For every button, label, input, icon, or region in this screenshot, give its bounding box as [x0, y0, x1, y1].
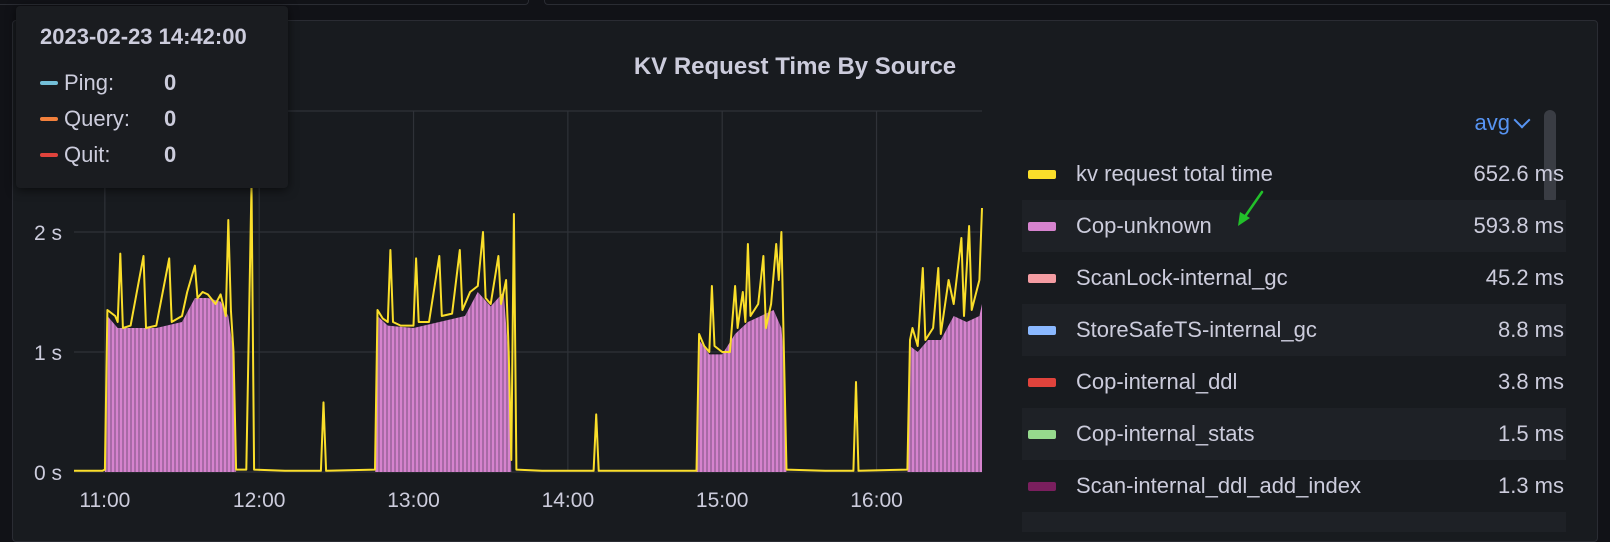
series-color-swatch[interactable]: [1028, 325, 1056, 335]
legend-item[interactable]: ScanLock-internal_gc 45.2 ms: [1022, 252, 1566, 304]
x-tick-label: 14:00: [542, 489, 595, 512]
legend-item-name[interactable]: Cop-internal_ddl: [1076, 369, 1238, 394]
tooltip-series-value: 0: [164, 70, 177, 95]
tooltip-series-dash: [40, 153, 58, 157]
legend-item-name[interactable]: Scan-internal_ddl_add_index: [1076, 473, 1361, 498]
panel-title[interactable]: KV Request Time By Source: [633, 53, 957, 80]
tooltip-series-dash: [40, 117, 58, 121]
series-color-swatch[interactable]: [1028, 481, 1056, 491]
legend-item-name[interactable]: ScanLock-internal_gc: [1076, 265, 1288, 290]
legend-item-value: 593.8 ms: [1473, 213, 1565, 238]
series-color-swatch[interactable]: [1028, 221, 1056, 231]
y-tick-label: 0 s: [34, 462, 62, 485]
chevron-down-icon[interactable]: [1513, 111, 1531, 129]
series-color-swatch[interactable]: [1028, 429, 1056, 439]
series-area-cop-unknown[interactable]: [74, 292, 982, 472]
legend-item-value: 1.3 ms: [1497, 473, 1564, 498]
annotation-arrow-icon: [1238, 190, 1264, 226]
top-panel-edge-left: [0, 0, 529, 5]
legend-item[interactable]: kv request total time 652.6 ms: [1022, 148, 1566, 200]
y-tick-label: 2 s: [34, 222, 62, 245]
tooltip-series-dash: [40, 81, 58, 85]
top-panel-edge-right: [544, 0, 1610, 5]
x-tick-label: 16:00: [850, 489, 903, 512]
legend-calc-label[interactable]: avg: [1474, 110, 1510, 135]
legend-item-value: 3.8 ms: [1497, 369, 1564, 394]
legend-item-value: 1.5 ms: [1497, 421, 1564, 446]
x-tick-label: 13:00: [387, 489, 440, 512]
tooltip-series-value: 0: [164, 106, 177, 131]
legend-item[interactable]: Cop-internal_stats 1.5 ms: [1022, 408, 1566, 460]
legend-item-name[interactable]: kv request total time: [1076, 161, 1273, 186]
tooltip-series-label: Quit:: [64, 142, 111, 167]
legend-calc-dropdown[interactable]: avg: [1474, 110, 1531, 136]
legend-item[interactable]: Cop-internal_ddl 3.8 ms: [1022, 356, 1566, 408]
legend-item-name[interactable]: Cop-unknown: [1076, 213, 1212, 238]
tooltip-row: Quit: 0: [40, 140, 176, 170]
series-line-kv-request-total-time[interactable]: [74, 183, 983, 472]
legend-item-value: 652.6 ms: [1473, 161, 1565, 186]
legend-item-overflow: [1022, 512, 1566, 532]
series-color-swatch[interactable]: [1028, 169, 1056, 179]
legend-item-value: 45.2 ms: [1485, 265, 1564, 290]
series-color-swatch[interactable]: [1028, 377, 1056, 387]
tooltip-timestamp: 2023-02-23 14:42:00: [40, 24, 247, 49]
legend: avg kv request total time 652.6 ms Cop-u…: [1022, 100, 1566, 532]
series-color-swatch[interactable]: [1028, 273, 1056, 283]
tooltip-row: Ping: 0: [40, 68, 176, 98]
legend-scrollbar[interactable]: [1544, 110, 1556, 204]
x-tick-label: 11:00: [79, 489, 130, 512]
y-tick-label: 1 s: [34, 342, 62, 365]
tooltip-series-label: Query:: [64, 106, 131, 131]
legend-item[interactable]: Scan-internal_ddl_add_index 1.3 ms: [1022, 460, 1566, 512]
x-tick-label: 12:00: [233, 489, 286, 512]
tooltip-row: Query: 0: [40, 104, 176, 134]
x-tick-label: 15:00: [696, 489, 749, 512]
legend-item[interactable]: StoreSafeTS-internal_gc 8.8 ms: [1022, 304, 1566, 356]
hover-tooltip: 2023-02-23 14:42:00 Ping: 0 Query: 0 Qui…: [16, 6, 288, 188]
legend-item-name[interactable]: StoreSafeTS-internal_gc: [1076, 317, 1317, 342]
tooltip-series-label: Ping:: [64, 70, 115, 95]
legend-item-value: 8.8 ms: [1497, 317, 1564, 342]
legend-item[interactable]: Cop-unknown 593.8 ms: [1022, 200, 1566, 252]
legend-item-name[interactable]: Cop-internal_stats: [1076, 421, 1255, 446]
tooltip-series-value: 0: [164, 142, 177, 167]
